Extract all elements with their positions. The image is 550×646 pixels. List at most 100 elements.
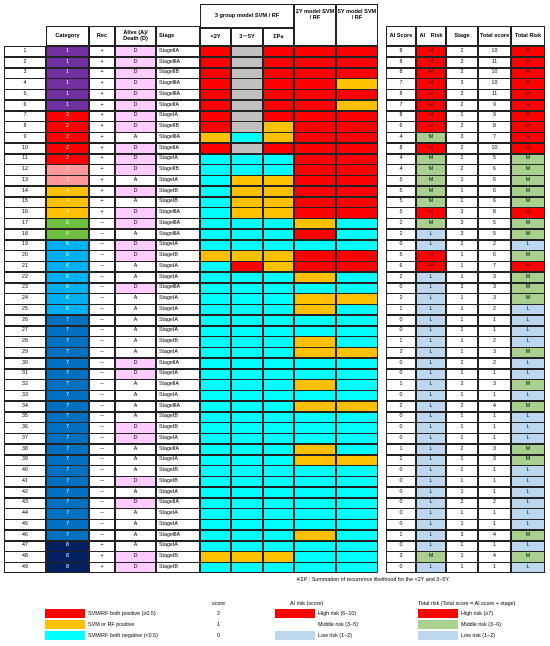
ai-score-cell: 0 [386, 433, 416, 445]
ai-risk-cell: M [416, 153, 446, 165]
sigma-p-cell [263, 121, 294, 133]
lt2y-cell [200, 411, 231, 423]
5y-model-cell [336, 239, 378, 251]
stage-cell: StageⅠA [156, 433, 200, 445]
row-number: 31 [4, 368, 46, 380]
2y-model-cell [294, 433, 336, 445]
ai-risk-cell: H [416, 56, 446, 68]
category-cell: 6 [46, 282, 89, 294]
3to5y-cell [231, 228, 263, 240]
5y-model-cell [336, 110, 378, 122]
2y-model-cell [294, 153, 336, 165]
ai-risk-cell: H [416, 89, 446, 101]
total-score-cell: 7 [478, 261, 511, 273]
3to5y-cell [231, 562, 263, 574]
lt2y-cell [200, 261, 231, 273]
ai-score-cell: 2 [386, 400, 416, 412]
header-alive-death: Alive (A)/ Death (D) [115, 26, 156, 46]
row-number: 24 [4, 293, 46, 305]
total-score-cell: 10 [478, 78, 511, 90]
stage-score-cell: 2 [446, 357, 478, 369]
total-score-cell: 1 [478, 540, 511, 552]
3to5y-cell [231, 465, 263, 477]
category-cell: 7 [46, 508, 89, 520]
row-number: 22 [4, 271, 46, 283]
header-ai-risk: AI Risk [416, 26, 446, 46]
alive-death-cell: D [115, 78, 156, 90]
total-score-cell: 3 [478, 379, 511, 391]
stage-cell: StageⅠA [156, 368, 200, 380]
category-cell: 6 [46, 293, 89, 305]
ai-score-cell: 0 [386, 497, 416, 509]
total-score-cell: 9 [478, 110, 511, 122]
lt2y-cell [200, 443, 231, 455]
2y-model-cell [294, 465, 336, 477]
stage-score-cell: 2 [446, 67, 478, 79]
sigma-p-cell [263, 132, 294, 144]
ai-score-cell: 2 [386, 271, 416, 283]
2y-model-cell [294, 121, 336, 133]
stage-score-cell: 1 [446, 325, 478, 337]
rec-cell: + [89, 175, 115, 187]
ai-score-cell: 8 [386, 67, 416, 79]
5y-model-cell [336, 282, 378, 294]
ai-score-cell: 1 [386, 443, 416, 455]
ai-risk-cell: H [416, 261, 446, 273]
total-risk-cell: M [511, 185, 545, 197]
alive-death-cell: D [115, 551, 156, 563]
stage-score-cell: 2 [446, 142, 478, 154]
3to5y-cell [231, 411, 263, 423]
5y-model-cell [336, 529, 378, 541]
3to5y-cell [231, 433, 263, 445]
rec-cell: + [89, 78, 115, 90]
row-number: 14 [4, 185, 46, 197]
stage-score-cell: 3 [446, 218, 478, 230]
3to5y-cell [231, 454, 263, 466]
ai-risk-cell: L [416, 508, 446, 520]
legend-total-low-swatch [418, 631, 458, 640]
category-cell: 7 [46, 336, 89, 348]
5y-model-cell [336, 314, 378, 326]
5y-model-cell [336, 465, 378, 477]
sigma-p-cell [263, 271, 294, 283]
lt2y-cell [200, 529, 231, 541]
ai-score-cell: 1 [386, 304, 416, 316]
ai-score-cell: 5 [386, 175, 416, 187]
lt2y-cell [200, 293, 231, 305]
5y-model-cell [336, 411, 378, 423]
rec-cell: － [89, 454, 115, 466]
sigma-p-cell [263, 67, 294, 79]
total-score-cell: 9 [478, 99, 511, 111]
header-total-risk: Total Risk [511, 26, 545, 46]
stage-cell: StageⅠA [156, 261, 200, 273]
2y-model-cell [294, 551, 336, 563]
rec-cell: + [89, 121, 115, 133]
sigma-p-cell [263, 250, 294, 262]
total-score-cell: 11 [478, 89, 511, 101]
stage-score-cell: 1 [446, 196, 478, 208]
lt2y-cell [200, 153, 231, 165]
row-number: 32 [4, 379, 46, 391]
alive-death-cell: A [115, 379, 156, 391]
ai-risk-cell: M [416, 132, 446, 144]
total-score-cell: 7 [478, 132, 511, 144]
total-risk-cell: M [511, 196, 545, 208]
stage-score-cell: 1 [446, 411, 478, 423]
2y-model-cell [294, 519, 336, 531]
rec-cell: － [89, 486, 115, 498]
ai-score-cell: 0 [386, 368, 416, 380]
alive-death-cell: D [115, 239, 156, 251]
3to5y-cell [231, 293, 263, 305]
3to5y-cell [231, 314, 263, 326]
stage-cell: StageⅡA [156, 497, 200, 509]
2y-model-cell [294, 228, 336, 240]
sigma-p-cell [263, 497, 294, 509]
stage-score-cell: 1 [446, 551, 478, 563]
category-cell: 8 [46, 562, 89, 574]
row-number: 6 [4, 99, 46, 111]
total-risk-cell: L [511, 422, 545, 434]
ai-risk-cell: M [416, 218, 446, 230]
ai-score-cell: 0 [386, 411, 416, 423]
sigma-p-cell [263, 325, 294, 337]
2y-model-cell [294, 379, 336, 391]
